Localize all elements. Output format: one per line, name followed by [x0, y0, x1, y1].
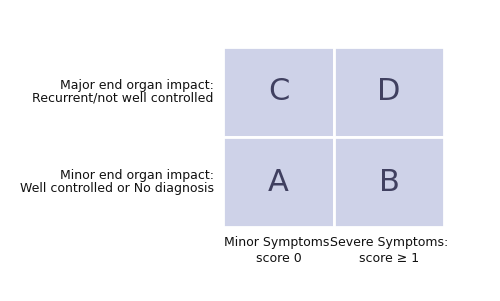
Bar: [334, 137, 444, 227]
Text: score 0: score 0: [256, 252, 302, 265]
Text: score ≥ 1: score ≥ 1: [359, 252, 419, 265]
Bar: [224, 137, 334, 227]
Text: Minor end organ impact:: Minor end organ impact:: [60, 169, 214, 182]
Text: D: D: [378, 77, 400, 106]
Text: A: A: [268, 168, 289, 197]
Text: B: B: [378, 168, 400, 197]
Text: Major end organ impact:: Major end organ impact:: [60, 79, 214, 92]
Text: Severe Symptoms:: Severe Symptoms:: [330, 236, 448, 249]
Text: C: C: [268, 77, 289, 106]
Text: Recurrent/not well controlled: Recurrent/not well controlled: [32, 92, 214, 105]
Text: Well controlled or No diagnosis: Well controlled or No diagnosis: [20, 182, 214, 195]
Bar: [224, 47, 334, 137]
Text: Minor Symptoms:: Minor Symptoms:: [224, 236, 334, 249]
Bar: [334, 47, 444, 137]
